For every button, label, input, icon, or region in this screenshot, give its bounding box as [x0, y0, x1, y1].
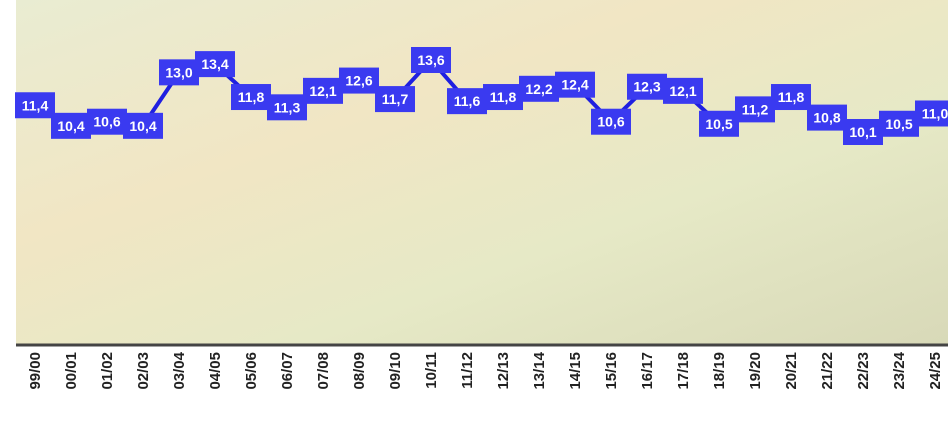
data-label-box	[123, 112, 163, 139]
data-label-box	[411, 47, 451, 73]
data-label-box	[159, 59, 199, 86]
data-label-box	[267, 94, 307, 121]
data-label: 10,5	[705, 116, 732, 132]
x-tick-label: 03/04	[171, 351, 188, 389]
data-label: 11,8	[778, 89, 805, 105]
x-tick-label: 01/02	[99, 352, 116, 390]
x-tick-label: 13/14	[531, 351, 548, 389]
x-tick-label: 08/09	[351, 352, 368, 390]
data-label-box	[627, 73, 667, 100]
x-tick-label: 07/08	[315, 352, 332, 390]
data-label: 10,8	[813, 110, 840, 126]
x-tick-label: 19/20	[747, 352, 764, 390]
x-tick-label: 12/13	[495, 352, 512, 390]
data-label: 13,0	[165, 64, 192, 80]
data-label-box	[771, 84, 811, 111]
data-label: 11,7	[382, 91, 409, 107]
data-label-box	[807, 104, 847, 131]
data-label: 13,4	[201, 56, 228, 72]
data-label-box	[699, 110, 739, 137]
x-tick-label: 21/22	[819, 352, 836, 390]
x-tick-label: 15/16	[603, 352, 620, 390]
data-label-box	[555, 71, 595, 98]
data-label-box	[663, 77, 703, 104]
data-label-box	[915, 100, 948, 127]
data-label: 13,6	[417, 52, 444, 68]
x-tick-label: 22/23	[855, 352, 872, 390]
background-image	[16, 0, 948, 345]
data-label: 11,6	[454, 93, 481, 109]
data-label-box	[447, 88, 487, 115]
data-label: 11,2	[742, 101, 769, 117]
x-tick-label: 09/10	[387, 352, 404, 390]
data-label-box	[879, 110, 919, 137]
data-label: 12,2	[525, 81, 552, 97]
x-tick-label: 16/17	[639, 352, 656, 390]
data-label: 10,6	[93, 114, 120, 130]
x-tick-label: 17/18	[675, 352, 692, 390]
data-label: 12,3	[633, 79, 660, 95]
data-label: 12,1	[669, 83, 696, 99]
data-label: 11,0	[922, 105, 948, 121]
data-label-box	[519, 75, 559, 102]
x-tick-label: 02/03	[135, 352, 152, 390]
x-tick-label: 11/12	[459, 352, 476, 389]
x-tick-label: 20/21	[783, 352, 800, 390]
data-label-box	[231, 84, 271, 111]
data-label-box	[375, 86, 415, 113]
data-label-box	[339, 67, 379, 94]
data-label: 10,4	[129, 118, 156, 134]
data-label: 11,4	[22, 97, 49, 113]
data-label: 10,6	[597, 114, 624, 130]
data-label: 12,6	[345, 73, 372, 89]
x-tick-label: 99/00	[27, 352, 44, 390]
data-label: 11,8	[238, 89, 265, 105]
x-tick-label: 06/07	[279, 352, 296, 390]
x-tick-label: 05/06	[243, 352, 260, 390]
data-label: 12,4	[561, 77, 588, 93]
data-label-box	[591, 108, 631, 135]
data-label: 11,3	[274, 99, 301, 115]
x-tick-label: 18/19	[711, 352, 728, 390]
data-label-box	[735, 96, 775, 123]
data-label-box	[483, 84, 523, 111]
x-tick-label: 04/05	[207, 352, 224, 390]
x-tick-label: 24/25	[927, 352, 944, 390]
x-tick-label: 00/01	[63, 352, 80, 390]
x-tick-label: 10/11	[423, 352, 440, 389]
data-label: 10,5	[885, 116, 912, 132]
x-tick-label: 23/24	[891, 351, 908, 389]
data-label-box	[843, 119, 883, 145]
data-label: 10,4	[57, 118, 84, 134]
data-label: 10,1	[849, 124, 876, 140]
data-label-box	[15, 92, 55, 119]
data-label-box	[195, 51, 235, 78]
data-label-box	[303, 77, 343, 104]
data-label-box	[87, 108, 127, 135]
x-tick-label: 14/15	[567, 352, 584, 390]
data-label: 11,8	[490, 89, 517, 105]
data-label-box	[51, 112, 91, 139]
data-label: 12,1	[309, 83, 336, 99]
